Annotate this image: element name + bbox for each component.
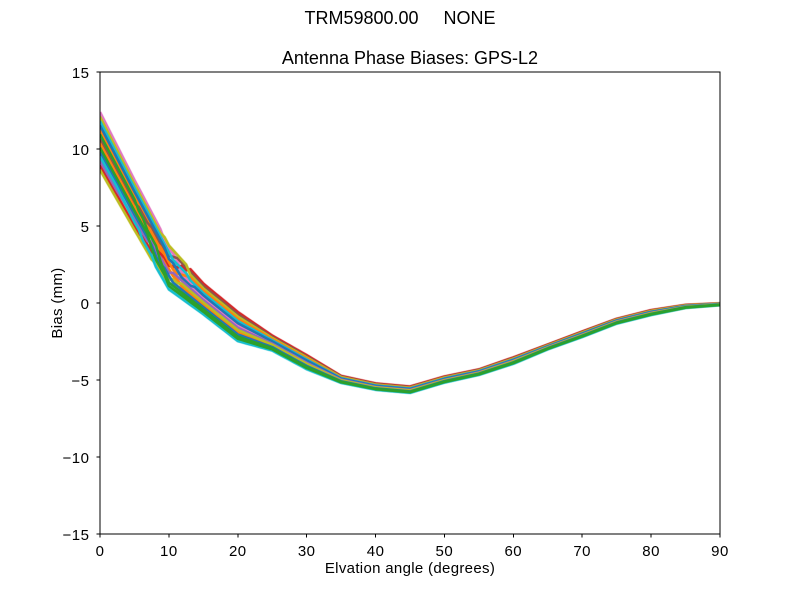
svg-text:15: 15 <box>72 65 90 82</box>
svg-text:10: 10 <box>160 543 178 560</box>
svg-text:90: 90 <box>711 543 729 560</box>
svg-text:80: 80 <box>642 543 660 560</box>
svg-text:−10: −10 <box>63 450 90 467</box>
svg-text:60: 60 <box>504 543 522 560</box>
svg-text:Elvation angle (degrees): Elvation angle (degrees) <box>325 560 495 577</box>
svg-text:70: 70 <box>573 543 591 560</box>
svg-text:−5: −5 <box>71 373 89 390</box>
svg-text:10: 10 <box>72 142 90 159</box>
svg-text:Bias (mm): Bias (mm) <box>49 267 66 338</box>
svg-text:Antenna Phase Biases: GPS-L2: Antenna Phase Biases: GPS-L2 <box>282 48 538 68</box>
svg-text:−15: −15 <box>63 527 90 544</box>
svg-text:0: 0 <box>81 296 90 313</box>
svg-text:50: 50 <box>436 543 454 560</box>
svg-text:0: 0 <box>96 543 105 560</box>
svg-text:40: 40 <box>367 543 385 560</box>
svg-text:30: 30 <box>298 543 316 560</box>
svg-text:20: 20 <box>229 543 247 560</box>
svg-text:TRM59800.00 NONE: TRM59800.00 NONE <box>304 8 495 28</box>
svg-text:5: 5 <box>81 219 90 236</box>
